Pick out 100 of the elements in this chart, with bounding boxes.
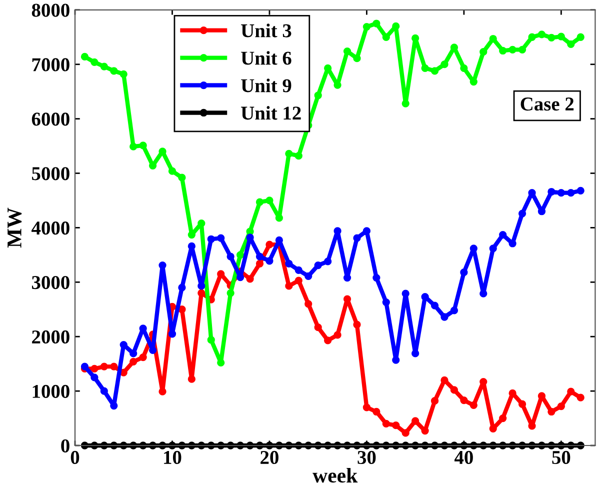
point [362, 404, 371, 412]
point [80, 52, 89, 61]
point [334, 227, 342, 235]
x-axis-title: week [312, 468, 358, 483]
point [362, 227, 371, 235]
point [548, 408, 556, 416]
point [226, 289, 234, 297]
point [139, 142, 147, 150]
point [207, 235, 215, 243]
legend-label: Unit 3 [241, 24, 292, 38]
point [499, 230, 507, 239]
point [198, 220, 206, 228]
point [120, 70, 128, 78]
legend-label: Unit 6 [241, 51, 292, 65]
legend-label: Unit 9 [241, 78, 292, 92]
legend-label: Unit 12 [241, 106, 301, 120]
point [130, 142, 138, 150]
point [470, 244, 478, 252]
point [168, 330, 176, 338]
point [557, 32, 565, 40]
point [470, 401, 478, 410]
point [440, 60, 448, 68]
point [294, 152, 302, 160]
point [372, 20, 380, 28]
point [285, 150, 293, 158]
point [421, 64, 429, 72]
x-tick-label: 50 [552, 450, 570, 464]
point [499, 46, 507, 55]
point [217, 234, 225, 242]
y-axis-title: MW [8, 208, 22, 248]
point [460, 64, 468, 72]
point [90, 364, 98, 373]
point [246, 228, 254, 236]
point [266, 196, 274, 204]
point [324, 258, 332, 266]
point [256, 260, 264, 268]
point [198, 282, 206, 290]
point [567, 388, 575, 396]
point [90, 374, 98, 382]
point [557, 402, 565, 410]
point [567, 40, 575, 48]
point [430, 397, 439, 405]
y-tick-label: 7000 [32, 58, 70, 72]
point [266, 240, 274, 248]
point [382, 420, 390, 428]
point [430, 302, 439, 310]
y-tick-label: 6000 [32, 112, 70, 126]
point [178, 174, 186, 182]
point [450, 306, 458, 314]
y-tick-label: 4000 [32, 222, 70, 235]
point [576, 186, 584, 194]
point [508, 46, 516, 54]
y-tick-label: 8000 [32, 4, 70, 17]
point [557, 189, 565, 197]
point [324, 336, 332, 344]
x-tick-label: 10 [164, 450, 182, 464]
point [334, 331, 342, 339]
x-tick-label: 30 [358, 450, 376, 464]
point [158, 261, 166, 270]
point [430, 67, 439, 75]
point [576, 33, 584, 41]
point [188, 375, 196, 383]
point [382, 33, 390, 41]
point [489, 424, 497, 432]
point [80, 362, 89, 370]
annotation: Case 2 [520, 98, 574, 111]
point [100, 62, 108, 70]
point [178, 284, 186, 292]
point [353, 320, 361, 328]
point [353, 54, 361, 62]
point [518, 46, 526, 54]
point [480, 290, 488, 298]
x-tick-label: 0 [70, 450, 80, 464]
point [412, 34, 420, 42]
point [362, 22, 371, 31]
y-tick-label: 2000 [32, 330, 70, 344]
point [110, 67, 118, 75]
point [450, 386, 458, 394]
point [246, 275, 254, 283]
point [440, 313, 448, 321]
point [412, 350, 420, 358]
point [314, 324, 322, 332]
point [412, 417, 420, 425]
point [314, 92, 322, 100]
point [576, 394, 584, 402]
point [100, 387, 108, 395]
point [120, 340, 128, 349]
point [226, 252, 234, 260]
point [460, 268, 468, 276]
point [285, 260, 293, 268]
point [294, 276, 302, 284]
point [207, 336, 215, 344]
point [168, 167, 176, 175]
point [130, 350, 138, 358]
x-tick-label: 40 [454, 450, 473, 464]
point [130, 358, 138, 366]
point [304, 300, 312, 308]
point [294, 266, 302, 274]
point [266, 257, 274, 265]
point [217, 358, 225, 367]
